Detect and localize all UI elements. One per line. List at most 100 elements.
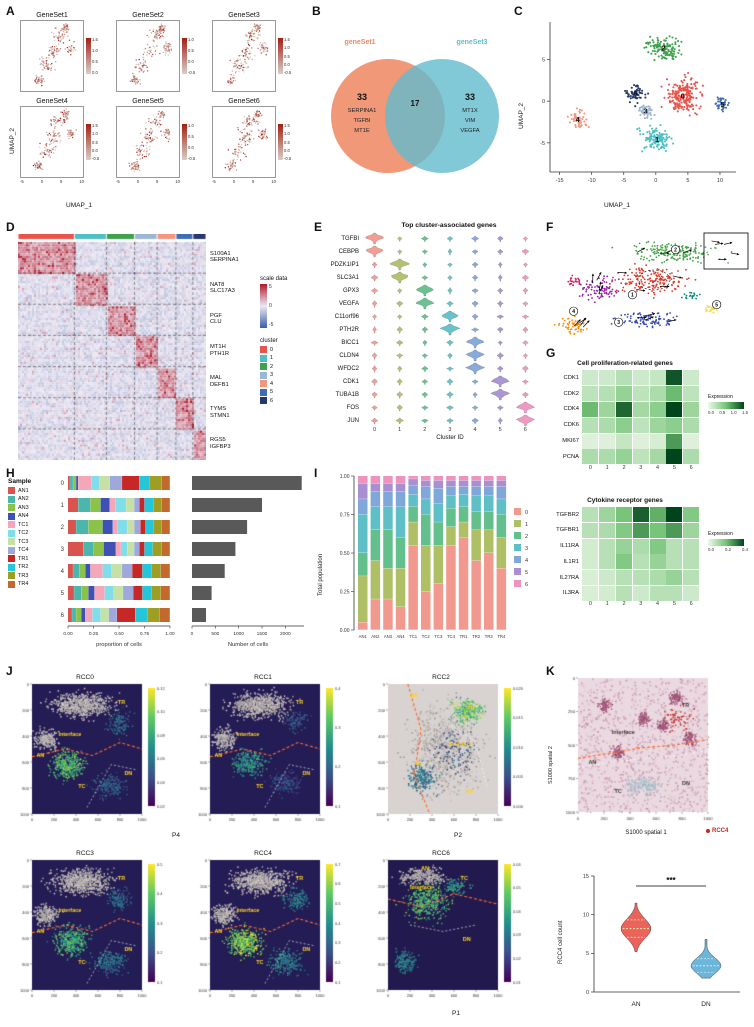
heatmap-cell <box>616 586 632 601</box>
heatmap-row: IL11RA <box>546 538 704 554</box>
svg-text:5: 5 <box>715 302 718 308</box>
heatmap-row: CDK1 <box>546 370 704 386</box>
svg-text:6: 6 <box>633 89 637 98</box>
heatmap-cell <box>582 523 598 538</box>
panel-j-label: J <box>6 664 13 678</box>
svg-text:MT1X: MT1X <box>462 108 478 114</box>
svg-text:5: 5 <box>686 178 689 184</box>
featureplot-title: GeneSet2 <box>116 12 180 19</box>
colorbar-tick: -0.5 <box>188 70 195 75</box>
heatmap-cell <box>582 554 598 569</box>
heatmap-col-label: 3 <box>632 601 649 607</box>
svg-text:TR2: TR2 <box>472 634 481 639</box>
svg-text:0.25: 0.25 <box>340 589 350 595</box>
scale-legend-tick: 5 <box>269 284 273 290</box>
heatmap-cell <box>633 586 649 601</box>
colorbar-tick: 1.0 <box>188 123 195 128</box>
heatmap-cell <box>599 539 615 554</box>
heatmap-row-label: MKI67 <box>546 438 582 444</box>
svg-text:0.00: 0.00 <box>63 631 73 637</box>
colorbar-tick: 0.5 <box>284 140 291 145</box>
svg-text:TC2: TC2 <box>422 634 431 639</box>
heatmap-col-label: 4 <box>649 465 666 471</box>
violin-stack-xlabel: Cluster ID <box>362 434 538 441</box>
heatmap-cell <box>683 402 699 417</box>
violin-row-WFDC2: WFDC2 <box>314 362 544 375</box>
svg-text:0.25: 0.25 <box>89 631 99 637</box>
featureplot-title: GeneSet3 <box>212 12 276 19</box>
panel-k: K S1000 spatial 2 S1000 spatial 1 RCC4 R… <box>546 664 754 1024</box>
svg-text:2: 2 <box>661 43 665 52</box>
heatmap-row: IL27RA <box>546 570 704 586</box>
heatmap-col-label: 2 <box>616 465 633 471</box>
violin-row-PDZK1IP1: PDZK1IP1 <box>314 258 544 271</box>
svg-text:-15: -15 <box>556 178 564 184</box>
heatmap-cell <box>616 507 632 522</box>
svg-text:-5: -5 <box>540 141 545 147</box>
svg-text:AN1: AN1 <box>359 634 368 639</box>
heatmap-cell <box>650 434 666 449</box>
heatmap-cell <box>616 554 632 569</box>
panel-e-label: E <box>314 220 322 234</box>
heatmap-cell <box>650 386 666 401</box>
svg-text:Number of cells: Number of cells <box>228 642 268 648</box>
heatmap-cell <box>582 570 598 585</box>
violin-row-VEGFA: VEGFA <box>314 297 544 310</box>
svg-text:500: 500 <box>211 631 219 637</box>
heatmap-cell <box>683 418 699 433</box>
scale-legend-title: scale data <box>260 276 310 282</box>
spatial-plot-title: RCC0 <box>10 674 160 681</box>
panel-f-label: F <box>546 220 553 234</box>
violin-gene-label: BICC1 <box>314 340 362 346</box>
colorbar-tick: 0.5 <box>92 59 98 64</box>
svg-text:0: 0 <box>542 99 545 105</box>
violin-row-SLC3A1: SLC3A1 <box>314 271 544 284</box>
heatmap-cell <box>666 570 682 585</box>
expression-legend-tick: 0.0 <box>708 410 714 415</box>
violin-row-svg <box>362 414 538 427</box>
heatmap-cell <box>633 434 649 449</box>
sample-legend-item: AN2 <box>8 496 31 503</box>
heatmap-cell <box>683 386 699 401</box>
heatmap-cell <box>616 434 632 449</box>
colorbar-tick: 0.5 <box>188 48 195 53</box>
sample-legend-item: TC2 <box>8 530 31 537</box>
heatmap-cell <box>683 434 699 449</box>
violin-gene-label: C11orf96 <box>314 314 362 320</box>
svg-text:1.00: 1.00 <box>340 474 350 480</box>
heatmap-cell <box>599 554 615 569</box>
heatmap-cell <box>683 539 699 554</box>
heatmap-cell <box>599 434 615 449</box>
svg-text:1: 1 <box>61 503 65 509</box>
featureplot-title: GeneSet1 <box>20 12 84 19</box>
heatmap-cell <box>582 418 598 433</box>
colorbar-tick: 1.5 <box>284 37 291 42</box>
featureplot-scatter <box>116 106 180 178</box>
violin-gene-label: GPX3 <box>314 288 362 294</box>
svg-text:0: 0 <box>61 481 65 487</box>
svg-text:TR3: TR3 <box>485 634 494 639</box>
heatmap-cell <box>650 418 666 433</box>
panel-c-xlabel: UMAP_1 <box>604 202 630 209</box>
spatial-plot-RCC6: RCC6 <box>366 850 538 1013</box>
svg-text:0: 0 <box>586 990 589 996</box>
he-canvas <box>548 674 752 826</box>
heatmap-cell <box>666 434 682 449</box>
heatmap-col-label: 5 <box>666 601 683 607</box>
svg-text:3: 3 <box>525 546 528 552</box>
colorbar-tick: 1.0 <box>92 131 99 136</box>
panel-a-label: A <box>6 4 15 18</box>
violin-row-GPX3: GPX3 <box>314 284 544 297</box>
svg-text:5: 5 <box>586 951 589 957</box>
panel-d-label: D <box>6 220 15 234</box>
